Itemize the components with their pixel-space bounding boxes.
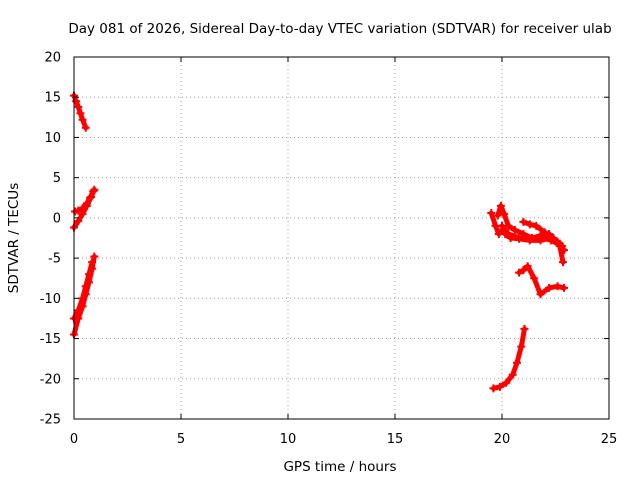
y-tick-label: 20 [44, 51, 61, 66]
x-tick-label: 10 [280, 432, 297, 447]
data-point [88, 258, 97, 267]
data-point [519, 217, 528, 226]
data-point [510, 225, 519, 234]
data-point [74, 102, 83, 111]
data-point [553, 282, 562, 291]
data-point [90, 252, 99, 261]
x-tick-label: 0 [70, 432, 78, 447]
x-tick-label: 15 [387, 432, 404, 447]
data-point [517, 342, 526, 351]
data-point [525, 220, 534, 229]
data-point [74, 306, 83, 315]
y-tick-label: 5 [53, 171, 61, 186]
chart-title: Day 081 of 2026, Sidereal Day-to-day VTE… [68, 21, 611, 37]
data-point [536, 233, 545, 242]
data-point [558, 258, 567, 267]
y-tick-label: -25 [40, 413, 61, 428]
data-point [540, 228, 549, 237]
data-point [555, 242, 564, 251]
data-point [82, 199, 91, 208]
data-point [489, 384, 498, 393]
data-point [519, 266, 528, 275]
data-point [72, 97, 81, 106]
data-series-group [70, 91, 569, 393]
y-tick-label: -5 [48, 252, 61, 267]
data-point [495, 382, 504, 391]
data-point [81, 282, 90, 291]
data-point [560, 283, 569, 292]
data-point [515, 268, 524, 277]
axis-ticks: 0 5 10 15 20 25 -25 -20 -15 -10 -5 0 5 10 15 20 [40, 51, 618, 448]
data-point [500, 209, 509, 218]
data-point [496, 201, 505, 210]
data-point [81, 123, 90, 132]
data-point [78, 294, 87, 303]
data-point [487, 209, 496, 218]
data-point [74, 217, 83, 226]
data-point [545, 283, 554, 292]
data-point [523, 262, 532, 271]
y-tick-label: -15 [40, 332, 61, 347]
data-point [78, 204, 87, 213]
grid-lines [74, 57, 609, 419]
series-arc-11 [490, 326, 527, 391]
data-point [536, 290, 545, 299]
data-point [89, 187, 98, 196]
data-point [520, 324, 529, 333]
data-point [532, 221, 541, 230]
y-tick-label: -10 [40, 292, 61, 307]
data-point [493, 211, 502, 220]
data-point [530, 274, 539, 283]
y-tick-label: 10 [44, 131, 61, 146]
y-tick-label: 0 [53, 211, 61, 226]
data-point [74, 206, 83, 215]
data-point [498, 221, 506, 230]
data-point [525, 234, 534, 243]
y-tick-label: -20 [40, 372, 61, 387]
data-point [78, 115, 87, 124]
x-tick-label: 25 [601, 432, 618, 447]
data-point [512, 358, 521, 367]
data-point [502, 378, 511, 387]
data-point [549, 234, 558, 242]
data-point [84, 270, 93, 279]
data-point [508, 370, 517, 379]
x-tick-label: 5 [177, 432, 185, 447]
data-point [86, 193, 95, 202]
x-tick-label: 20 [494, 432, 511, 447]
plot-frame [73, 56, 610, 420]
x-axis-label: GPS time / hours [283, 459, 396, 475]
data-point [504, 229, 513, 238]
data-point [515, 234, 524, 242]
y-axis-label: SDTVAR / TECUs [6, 183, 22, 293]
data-point [76, 109, 85, 118]
y-tick-label: 15 [44, 91, 61, 106]
